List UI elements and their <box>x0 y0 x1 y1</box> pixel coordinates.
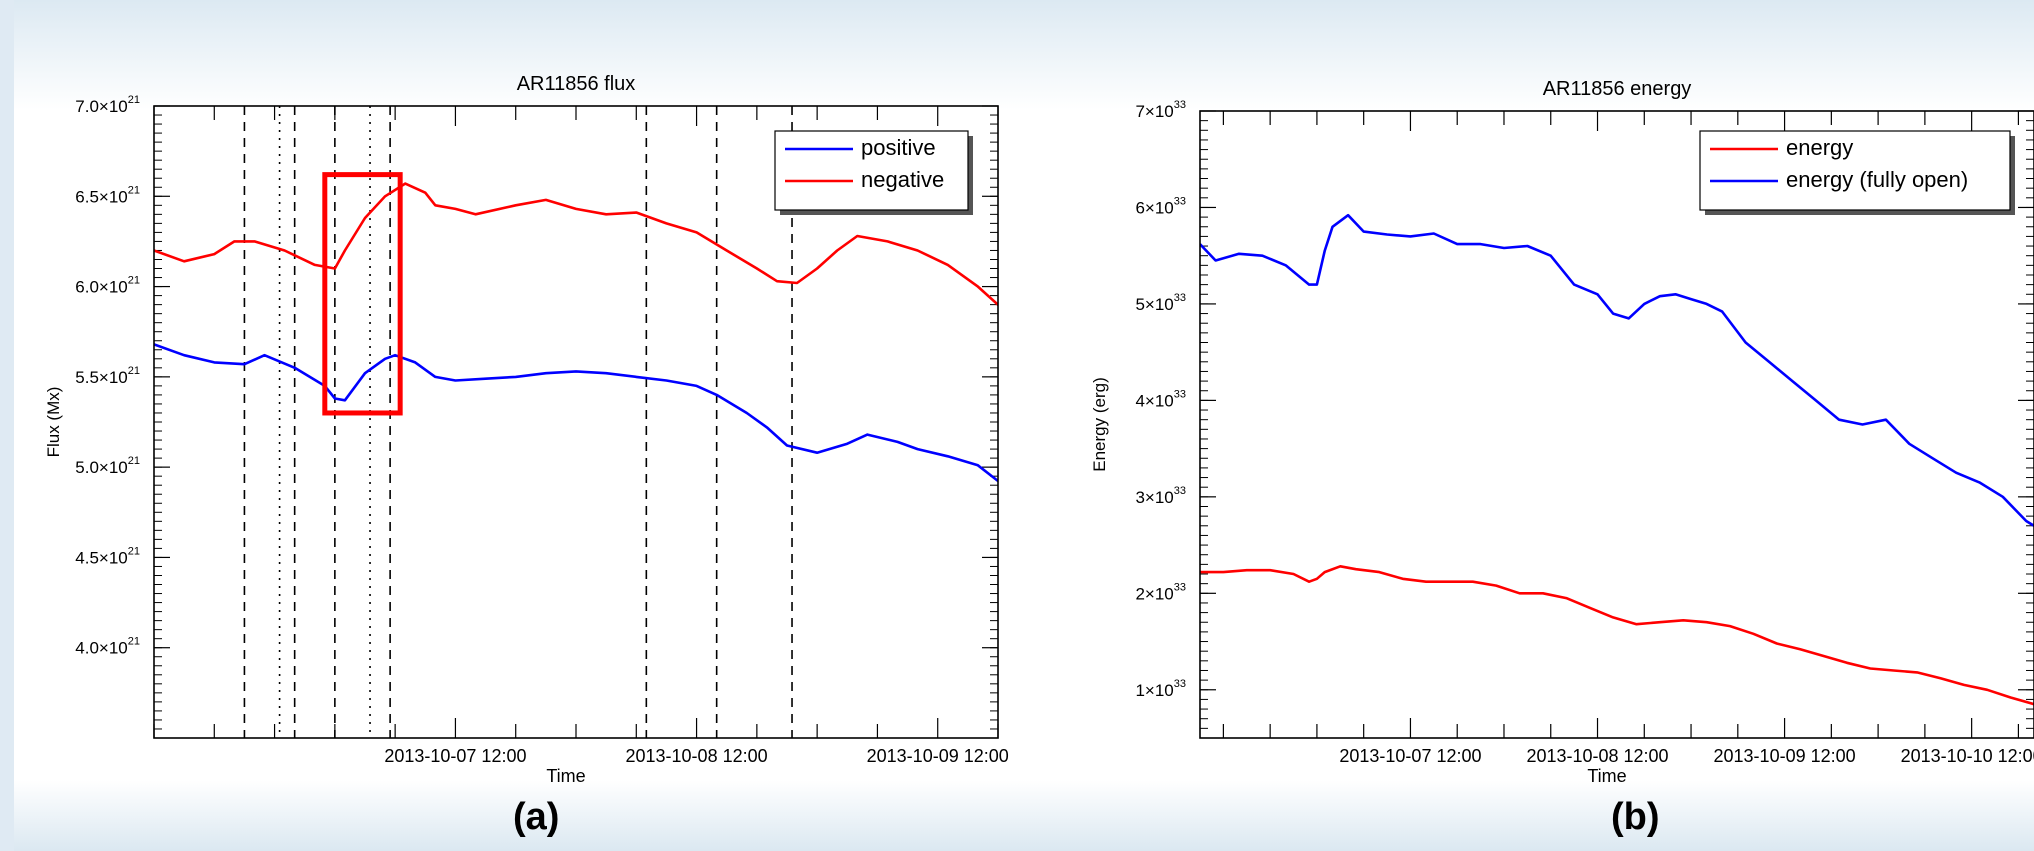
y-tick-label: 1×1033 <box>1135 678 1186 700</box>
series-line-energy <box>1200 564 2034 706</box>
y-tick-label: 6×1033 <box>1135 195 1186 217</box>
y-axis-label: Flux (Mx) <box>44 387 63 458</box>
x-tick-label: 2013-10-08 12:00 <box>1526 746 1668 766</box>
chart-panel-energy: AR11856 energy 1×1033 2×1033 3×1033 4×1033 5×… <box>1060 0 2034 851</box>
highlight-box <box>322 172 403 416</box>
panel-label-a: (a) <box>513 796 560 838</box>
y-tick-label: 3×1033 <box>1135 485 1186 507</box>
y-tick-label: 4.0×1021 <box>75 636 140 658</box>
x-tick-label: 2013-10-07 12:00 <box>384 746 526 766</box>
panel-label-b: (b) <box>1611 796 1660 838</box>
y-tick-label: 2×1033 <box>1135 581 1186 603</box>
series-line-negative <box>154 182 998 307</box>
y-tick-label: 6.5×1021 <box>75 184 140 206</box>
y-tick-label: 5.5×1021 <box>75 365 140 387</box>
y-tick-label: 4×1033 <box>1135 388 1186 410</box>
legend-label: energy (fully open) <box>1786 167 1968 192</box>
series-group <box>154 182 998 483</box>
energy-chart-svg: AR11856 energy 1×1033 2×1033 3×1033 4×1033 5×… <box>1090 78 2034 786</box>
y-tick-label: 5×1033 <box>1135 292 1186 314</box>
y-tick-label: 4.5×1021 <box>75 545 140 567</box>
chart-title: AR11856 flux <box>517 73 636 95</box>
series-line-positive <box>154 343 998 483</box>
y-tick-label: 7.0×1021 <box>75 94 140 116</box>
y-axis-label: Energy (erg) <box>1090 377 1109 471</box>
y-tick-label: 5.0×1021 <box>75 455 140 477</box>
y-tick-label: 6.0×1021 <box>75 275 140 297</box>
x-tick-label: 2013-10-09 12:00 <box>1714 746 1856 766</box>
x-tick-label: 2013-10-10 12:00 <box>1901 746 2034 766</box>
flux-chart-svg: AR11856 flux 4.0×1021 4.5×1021 5.0×1021 5.5×… <box>44 73 1009 786</box>
x-axis-label: Time <box>546 766 585 786</box>
legend-box <box>1699 130 2011 211</box>
y-tick-label: 7×1033 <box>1135 99 1186 121</box>
chart-title: AR11856 energy <box>1543 78 1692 100</box>
x-tick-label: 2013-10-09 12:00 <box>867 746 1009 766</box>
x-axis-label: Time <box>1587 766 1626 786</box>
series-group <box>1200 213 2034 706</box>
legend-label: energy <box>1786 135 1853 160</box>
chart-panel-flux: AR11856 flux 4.0×1021 4.5×1021 5.0×1021 5.5×… <box>0 0 1010 851</box>
plot-frame <box>1199 110 2034 739</box>
x-tick-label: 2013-10-07 12:00 <box>1339 746 1481 766</box>
legend-label: positive <box>861 135 936 160</box>
legend-label: negative <box>861 167 944 192</box>
plot-frame <box>153 105 999 739</box>
x-tick-label: 2013-10-08 12:00 <box>626 746 768 766</box>
slide-left-border <box>0 0 14 851</box>
series-line-energy-fully-open- <box>1200 213 2034 527</box>
legend-box <box>774 130 969 211</box>
